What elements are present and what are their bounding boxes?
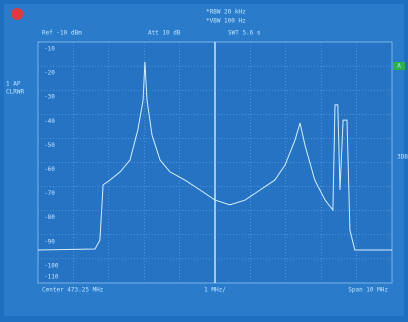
annotation: Span 10 MHz	[348, 287, 388, 294]
y-tick-label: -50	[44, 142, 55, 149]
annotation: *VBW 100 Hz	[206, 18, 246, 25]
y-tick-label: -40	[44, 118, 55, 125]
y-tick-label: -80	[44, 214, 55, 221]
y-tick-label: -30	[44, 94, 55, 101]
annotation: Center 473.25 MHz	[42, 287, 104, 294]
annotation: 3DB	[397, 154, 408, 161]
annotation: 1 MHz/	[204, 287, 226, 294]
y-tick-label: -20	[44, 70, 55, 77]
annotation: CLRWR	[6, 89, 24, 96]
y-tick-label: -10	[44, 46, 55, 53]
y-tick-label: -90	[44, 238, 55, 245]
trace-indicator	[393, 62, 405, 70]
y-tick-label: -110	[44, 274, 59, 281]
annotation: Att 10 dB	[148, 30, 181, 37]
annotation: 1 AP	[6, 81, 21, 88]
annotation: A	[397, 63, 401, 70]
annotation: *RBW 20 kHz	[206, 9, 246, 16]
y-tick-label: -70	[44, 190, 55, 197]
brand-icon	[11, 8, 23, 20]
trace	[37, 61, 392, 251]
annotation: SWT 5.6 s	[228, 30, 261, 37]
y-tick-label: -60	[44, 166, 55, 173]
annotation: Ref -10 dBm	[42, 30, 82, 37]
y-tick-label: -100	[44, 262, 59, 269]
